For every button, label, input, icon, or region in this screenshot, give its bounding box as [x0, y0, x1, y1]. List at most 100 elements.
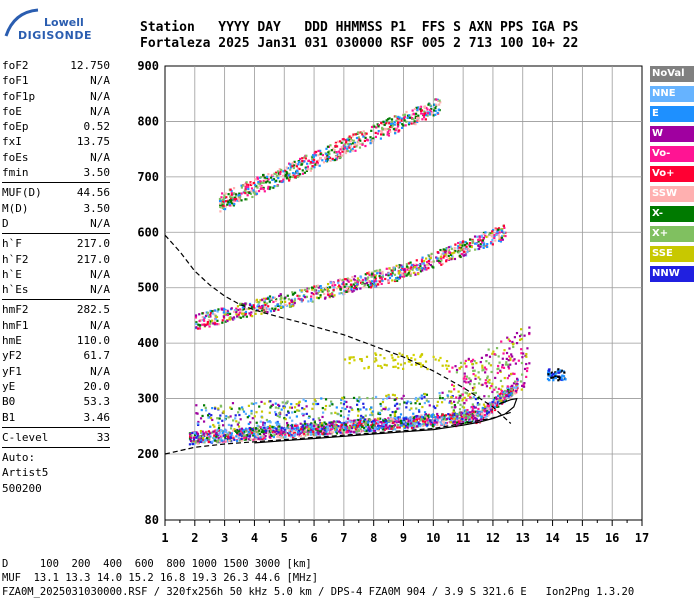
echo-point [431, 413, 435, 416]
echo-point [503, 389, 507, 393]
echo-point [195, 436, 198, 439]
echo-point [367, 421, 370, 424]
echo-point [440, 401, 444, 404]
logo-lowell: Lowell [44, 16, 84, 29]
echo-point [443, 415, 447, 419]
echo-point [274, 299, 278, 302]
echo-point [504, 363, 507, 366]
param-value: N/A [90, 104, 110, 118]
echo-point [522, 385, 526, 388]
echo-point [305, 169, 309, 172]
echo-point [552, 376, 555, 379]
echo-point [358, 421, 361, 424]
echo-point [299, 422, 302, 425]
echo-point [493, 234, 496, 238]
echo-point [225, 415, 228, 418]
param-row: B1 3.46 [2, 410, 110, 425]
echo-point [464, 409, 467, 412]
echo-point [335, 424, 338, 427]
echo-point [439, 255, 443, 258]
echo-point [189, 436, 192, 439]
echo-point [328, 152, 331, 156]
echo-point [557, 379, 560, 382]
echo-point [405, 419, 408, 423]
echo-point [402, 273, 405, 276]
echo-point [392, 365, 395, 369]
echo-point [394, 128, 397, 132]
echo-point [314, 400, 317, 403]
echo-point [342, 293, 345, 296]
echo-point [276, 175, 279, 178]
echo-point [413, 265, 417, 269]
echo-point [249, 183, 253, 187]
footer-muf: MUF 13.1 13.3 14.0 15.2 16.8 19.3 26.3 4… [2, 572, 319, 584]
echo-point [280, 306, 283, 309]
echo-point [305, 289, 308, 292]
echo-point [481, 239, 484, 242]
echo-point [473, 369, 476, 372]
echo-point [260, 426, 264, 429]
echo-point [314, 291, 317, 295]
echo-point [415, 106, 418, 109]
echo-point [394, 403, 397, 406]
echo-point [515, 331, 519, 335]
echo-point [423, 259, 426, 263]
echo-point [436, 259, 439, 262]
echo-point [493, 353, 496, 356]
echo-point [448, 401, 451, 404]
echo-point [427, 103, 430, 106]
echo-point [307, 416, 310, 420]
echo-point [386, 120, 389, 124]
echo-point [201, 414, 204, 418]
echo-point [273, 433, 276, 436]
param-row: fxI 13.75 [2, 134, 110, 149]
echo-point [359, 358, 362, 361]
echo-point [381, 127, 384, 130]
echo-point [442, 421, 445, 424]
echo-point [194, 316, 198, 319]
echo-point [316, 431, 319, 434]
echo-point [453, 246, 456, 250]
echo-point [436, 257, 439, 260]
echo-point [414, 420, 417, 423]
echo-point [281, 401, 284, 404]
echo-point [286, 410, 290, 413]
echo-point [366, 284, 369, 287]
echo-point [422, 418, 425, 422]
echo-point [289, 168, 292, 171]
echo-point [209, 322, 212, 325]
echo-point [466, 250, 469, 254]
echo-point [351, 275, 354, 279]
echo-point [439, 356, 442, 360]
echo-point [496, 399, 499, 402]
echo-point [420, 258, 424, 261]
echo-point [512, 386, 515, 389]
echo-point [299, 431, 302, 435]
echo-point [430, 415, 433, 418]
echo-point [490, 370, 493, 374]
echo-point [351, 149, 354, 152]
echo-point [217, 426, 221, 430]
echo-point [316, 162, 319, 165]
echo-point [315, 292, 318, 295]
echo-point [196, 327, 200, 330]
echo-point [270, 297, 273, 300]
echo-point [375, 418, 378, 422]
echo-point [240, 186, 244, 189]
echo-point [240, 312, 244, 315]
echo-point [229, 195, 232, 198]
echo-point [420, 414, 423, 417]
echo-point [520, 348, 523, 351]
echo-point [465, 412, 469, 415]
x-tick-label: 3 [221, 531, 228, 545]
echo-point [289, 430, 292, 433]
echo-point [214, 314, 217, 318]
echo-point [222, 315, 226, 318]
echo-point [364, 279, 367, 282]
echo-point [453, 420, 456, 423]
echo-point [304, 399, 307, 403]
echo-point [339, 431, 342, 434]
echo-point [464, 240, 467, 244]
echo-point [456, 417, 459, 420]
echo-point [403, 401, 406, 404]
